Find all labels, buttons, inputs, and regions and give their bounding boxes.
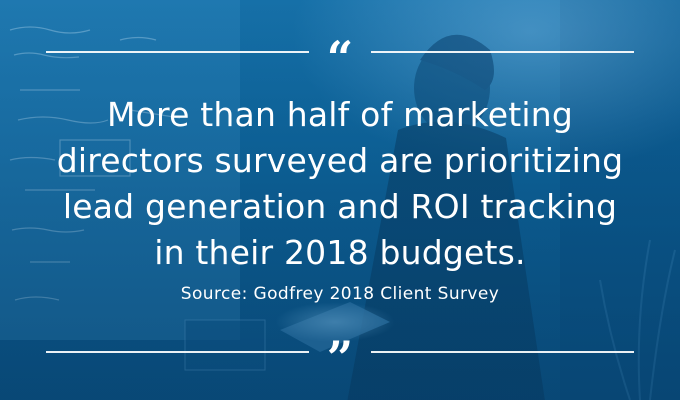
top-left-rule [46, 51, 309, 53]
bottom-left-rule [46, 351, 309, 353]
close-quote-icon: ” [326, 331, 354, 385]
quote-line: lead generation and ROI tracking [62, 187, 618, 226]
source-citation: Source: Godfrey 2018 Client Survey [180, 284, 500, 304]
quote-line: directors surveyed are prioritizing [56, 141, 624, 180]
top-right-rule [371, 51, 634, 53]
quote-line: in their 2018 budgets. [154, 233, 526, 272]
open-quote-icon: “ [326, 31, 354, 85]
quote-line: More than half of marketing [106, 95, 574, 134]
quote-text: More than half of marketing directors su… [40, 92, 640, 276]
bottom-right-rule [371, 351, 634, 353]
